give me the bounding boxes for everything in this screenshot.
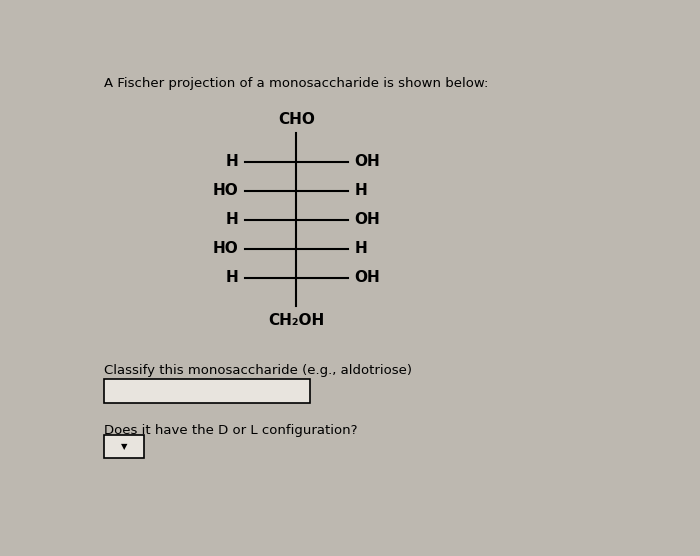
Text: HO: HO [213,183,238,198]
Text: OH: OH [354,212,380,227]
Text: H: H [225,155,238,170]
Text: H: H [225,212,238,227]
Text: A Fischer projection of a monosaccharide is shown below:: A Fischer projection of a monosaccharide… [104,77,488,91]
Text: CH₂OH: CH₂OH [268,313,325,328]
Text: Classify this monosaccharide (e.g., aldotriose): Classify this monosaccharide (e.g., aldo… [104,364,412,378]
Text: ▼: ▼ [121,442,127,451]
Text: H: H [354,183,368,198]
FancyBboxPatch shape [104,435,144,459]
Text: H: H [225,270,238,285]
Text: Does it have the D or L configuration?: Does it have the D or L configuration? [104,424,357,437]
Text: H: H [354,241,368,256]
Text: CHO: CHO [278,112,315,127]
Text: HO: HO [213,241,238,256]
FancyBboxPatch shape [104,379,310,403]
Text: OH: OH [354,155,380,170]
Text: OH: OH [354,270,380,285]
